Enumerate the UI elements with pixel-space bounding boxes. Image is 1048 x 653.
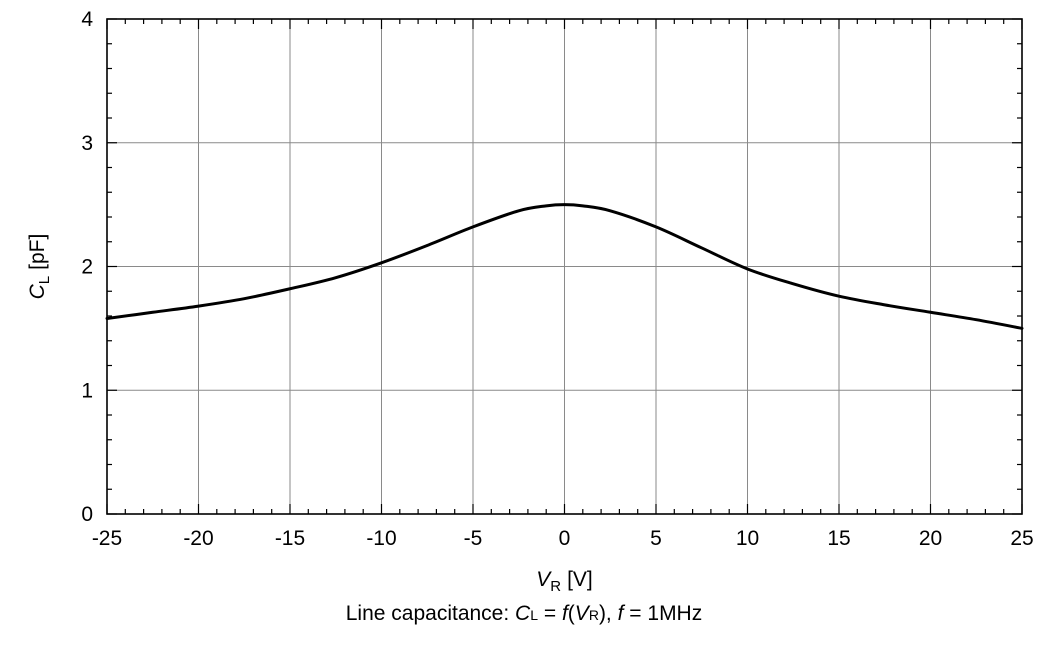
x-tick-label: -5 bbox=[464, 527, 483, 550]
caption-open: ( bbox=[568, 602, 575, 625]
x-tick-label: -15 bbox=[275, 527, 305, 550]
caption-v-sub: R bbox=[589, 607, 599, 623]
y-tick-label: 1 bbox=[81, 379, 93, 402]
caption-eq1: = bbox=[538, 602, 562, 625]
y-tick-label: 3 bbox=[81, 132, 93, 155]
caption-eq2: = 1MHz bbox=[623, 602, 702, 625]
x-tick-label: 25 bbox=[1010, 527, 1033, 550]
x-tick-label: 5 bbox=[650, 527, 662, 550]
x-tick-label: 20 bbox=[919, 527, 942, 550]
caption-v-symbol: V bbox=[575, 602, 589, 625]
caption-close: ), bbox=[599, 602, 618, 625]
x-axis-title: VR [V] bbox=[536, 568, 593, 595]
x-tick-label: 15 bbox=[827, 527, 850, 550]
y-tick-label: 2 bbox=[81, 256, 93, 279]
grid-lines bbox=[107, 19, 1022, 514]
caption-prefix: Line capacitance: bbox=[346, 602, 515, 625]
x-tick-label: -10 bbox=[366, 527, 396, 550]
y-tick-label: 4 bbox=[81, 8, 93, 31]
caption-c-symbol: C bbox=[515, 602, 530, 625]
y-tick-labels: 0 1 2 3 4 bbox=[81, 8, 93, 526]
line-chart: -25 -20 -15 -10 -5 0 5 10 15 20 25 0 1 2 3 4 VR [V] CL[… bbox=[0, 0, 1048, 600]
x-tick-label: 0 bbox=[559, 527, 571, 550]
x-tick-label: 10 bbox=[736, 527, 759, 550]
caption-c-sub: L bbox=[530, 607, 538, 623]
figure-caption: Line capacitance: CL = f(VR), f = 1MHz bbox=[0, 602, 1048, 626]
y-tick-label: 0 bbox=[81, 503, 93, 526]
x-tick-label: -25 bbox=[92, 527, 122, 550]
y-axis-title: CL[pF] bbox=[26, 234, 53, 300]
x-tick-labels: -25 -20 -15 -10 -5 0 5 10 15 20 25 bbox=[92, 527, 1034, 550]
x-tick-label: -20 bbox=[183, 527, 213, 550]
